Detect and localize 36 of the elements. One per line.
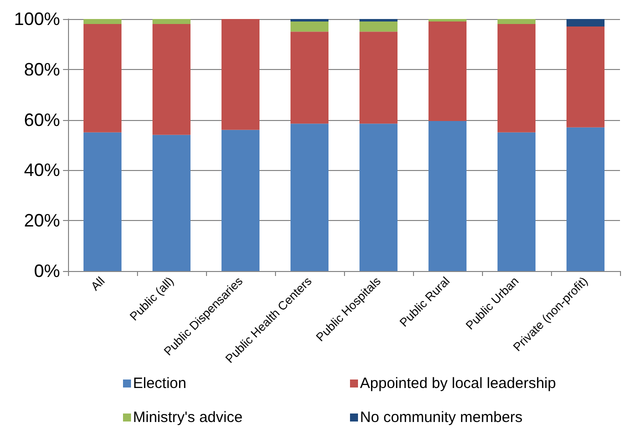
- bar: [428, 19, 466, 22]
- y-tick-label: 0%: [34, 261, 60, 281]
- bar: [428, 22, 466, 122]
- bar: [360, 124, 398, 271]
- bar: [290, 22, 328, 32]
- bar: [566, 19, 604, 27]
- bar: [84, 24, 122, 132]
- bar: [290, 19, 328, 22]
- bar: [222, 130, 260, 271]
- bar: [84, 132, 122, 271]
- bar: [360, 32, 398, 124]
- bar: [152, 134, 190, 271]
- legend-label: Appointed by local leadership: [360, 375, 556, 392]
- bar: [360, 19, 398, 22]
- legend-label: Election: [133, 375, 186, 392]
- bar: [566, 127, 604, 271]
- bar: [152, 24, 190, 135]
- y-tick-label: 20%: [24, 210, 60, 231]
- bar: [222, 19, 260, 130]
- x-tick-label: All: [88, 274, 108, 294]
- bar: [498, 24, 536, 132]
- bar: [498, 132, 536, 271]
- y-tick-label: 100%: [14, 9, 60, 29]
- bar: [360, 22, 398, 32]
- legend-label: Ministry's advice: [133, 409, 243, 426]
- bar: [428, 121, 466, 271]
- bar: [84, 19, 122, 24]
- y-tick-label: 60%: [24, 110, 60, 130]
- y-tick-label: 80%: [24, 59, 60, 80]
- bar: [290, 124, 328, 271]
- bar: [566, 26, 604, 128]
- legend-label: No community members: [360, 409, 523, 426]
- bar: [152, 19, 190, 24]
- bar: [290, 32, 328, 124]
- y-tick-label: 40%: [24, 160, 60, 180]
- bar: [498, 19, 536, 24]
